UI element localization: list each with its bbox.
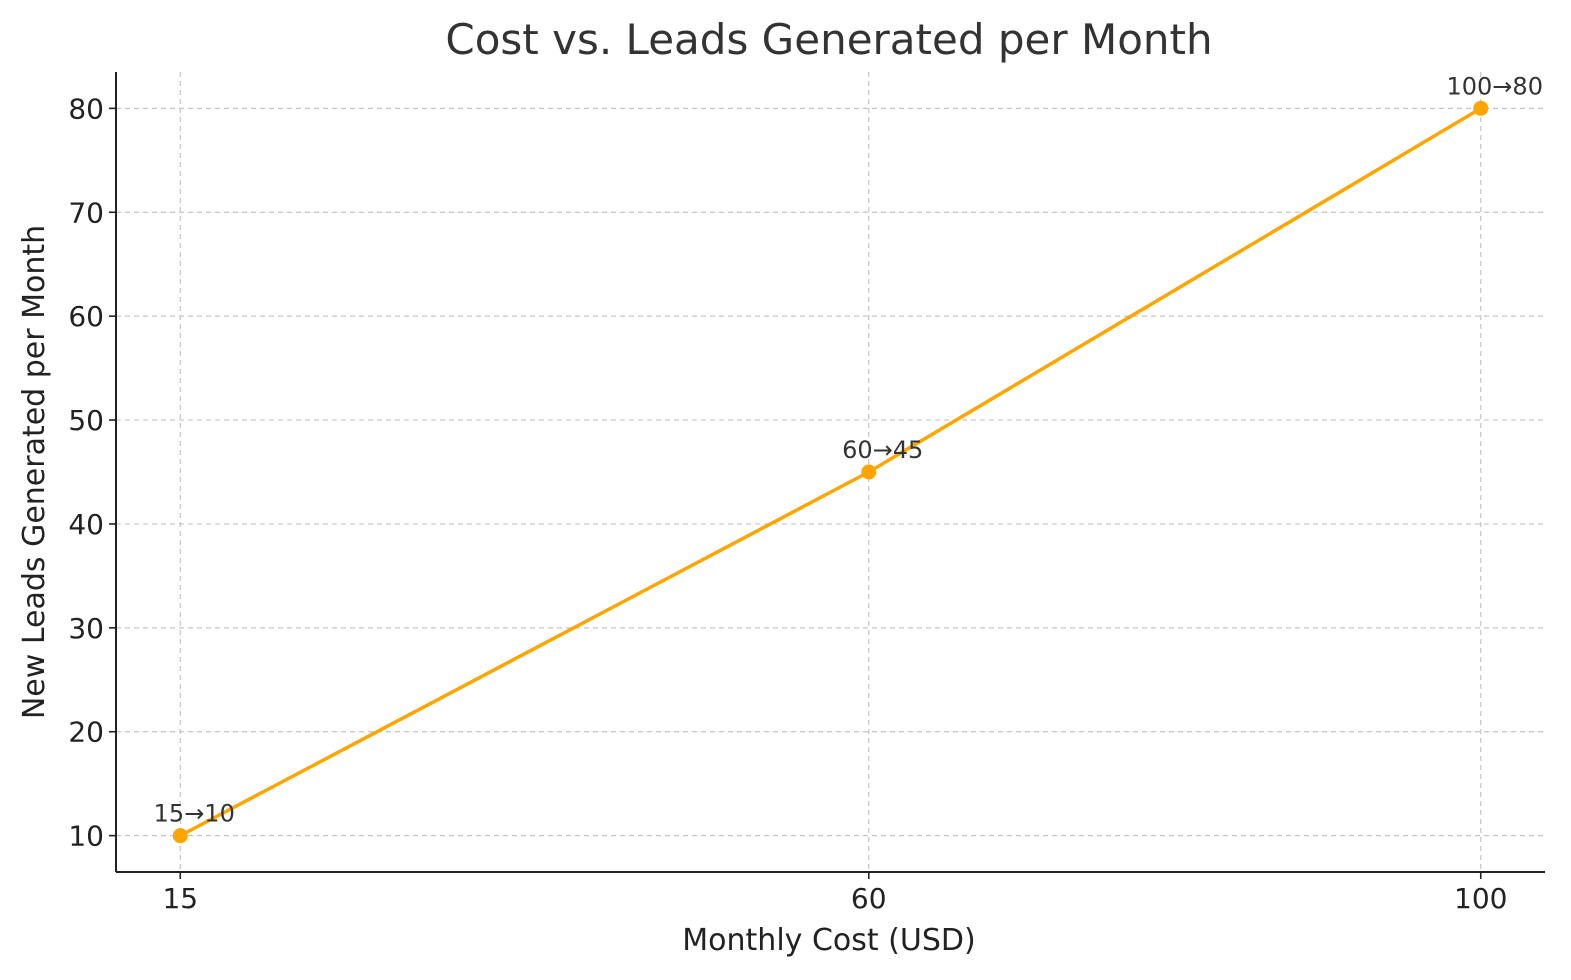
data-label-2: 100→80 (1447, 72, 1543, 100)
series (172, 100, 1489, 844)
x-tick-label-0: 15 (162, 882, 198, 915)
data-point-1 (861, 464, 877, 480)
x-tick-label-2: 100 (1454, 882, 1507, 915)
x-axis-title: Monthly Cost (USD) (682, 923, 975, 958)
y-tick-label-7: 80 (68, 92, 104, 125)
data-point-0 (172, 828, 188, 844)
series-line-0 (178, 106, 1483, 838)
x-tick-label-1: 60 (851, 882, 887, 915)
chart-title: Cost vs. Leads Generated per Month (445, 15, 1212, 64)
y-tick-label-6: 70 (68, 196, 104, 229)
y-tick-label-3: 40 (68, 508, 104, 541)
y-tick-label-5: 60 (68, 300, 104, 333)
y-tick-label-4: 50 (68, 404, 104, 437)
y-tick-label-0: 10 (68, 820, 104, 853)
y-tick-label-1: 20 (68, 716, 104, 749)
data-label-1: 60→45 (842, 436, 923, 464)
y-tick-label-2: 30 (68, 612, 104, 645)
data-labels: 15→10 60→45 100→80 (154, 72, 1543, 827)
y-axis-title: New Leads Generated per Month (17, 225, 52, 719)
axes: 10 20 30 40 50 60 70 80 15 60 100 (68, 72, 1545, 915)
grid (116, 72, 1545, 872)
data-point-2 (1473, 100, 1489, 116)
data-label-0: 15→10 (154, 800, 235, 828)
